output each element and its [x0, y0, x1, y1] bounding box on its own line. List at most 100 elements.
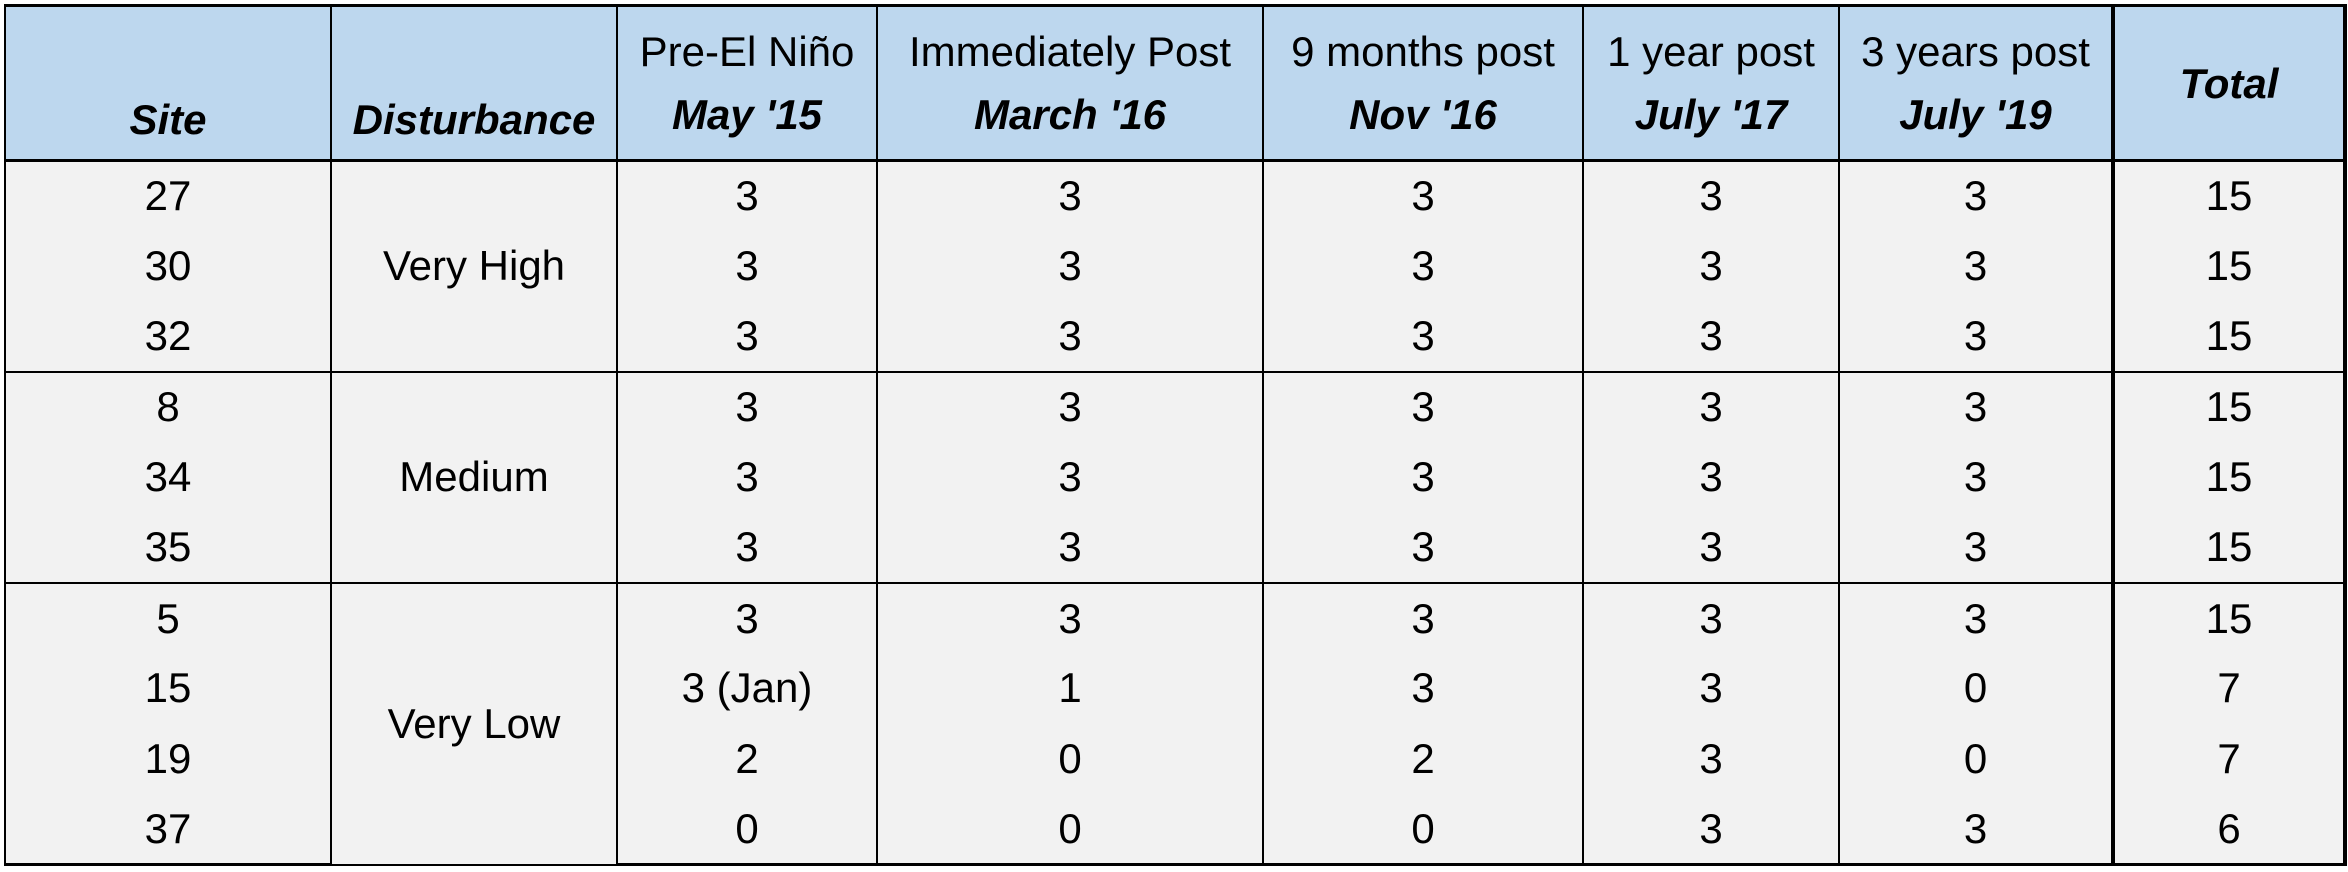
total-cell: 15: [2111, 230, 2347, 302]
value-cell: 3: [876, 581, 1264, 654]
site-cell: 35: [4, 512, 332, 583]
value-cell: 3: [1582, 301, 1840, 372]
value-cell: 3: [1262, 230, 1584, 302]
value-cell: 3: [1582, 794, 1840, 867]
value-cell: 3: [1838, 581, 2114, 654]
site-cell: 32: [4, 301, 332, 372]
value-cell: 3: [1838, 442, 2114, 513]
total-cell: 15: [2111, 301, 2347, 372]
table-row: 30 3 3 3 3 3 15: [4, 230, 2347, 302]
value-cell: 3: [876, 442, 1264, 513]
total-cell: 7: [2111, 653, 2347, 724]
value-cell: 0: [1262, 794, 1584, 867]
table-row: 19 2 0 2 3 0 7: [4, 723, 2347, 795]
header-period-3: 9 months post Nov '16: [1262, 4, 1584, 162]
disturbance-cell: Medium: [330, 370, 618, 584]
header-period-3-date: Nov '16: [1349, 91, 1497, 138]
value-cell: 3: [1582, 370, 1840, 443]
value-cell: 3: [1838, 301, 2114, 372]
value-cell: 3: [1582, 230, 1840, 302]
value-cell: 3: [616, 442, 878, 513]
value-cell: 0: [876, 723, 1264, 795]
value-cell: 3: [1262, 442, 1584, 513]
table-row: 37 0 0 0 3 3 6: [4, 794, 2347, 867]
header-period-4-label: 1 year post: [1607, 28, 1815, 75]
header-period-3-label: 9 months post: [1291, 28, 1555, 75]
value-cell: 0: [1838, 723, 2114, 795]
value-cell: 3: [616, 512, 878, 583]
table-row: 34 3 3 3 3 3 15: [4, 442, 2347, 513]
header-period-2: Immediately Post March '16: [876, 4, 1264, 162]
value-cell: 3: [1838, 794, 2114, 867]
header-disturbance: Disturbance: [330, 4, 618, 162]
value-cell: 2: [1262, 723, 1584, 795]
header-period-4: 1 year post July '17: [1582, 4, 1840, 162]
disturbance-cell: Very Low: [330, 581, 618, 866]
table-row: 32 3 3 3 3 3 15: [4, 301, 2347, 372]
value-cell: 3: [876, 512, 1264, 583]
site-cell: 8: [4, 370, 332, 443]
value-cell: 3: [1838, 512, 2114, 583]
total-cell: 7: [2111, 723, 2347, 795]
value-cell: 3: [1582, 653, 1840, 724]
value-cell: 3: [1262, 159, 1584, 231]
value-cell: 3: [1582, 581, 1840, 654]
header-period-1-label: Pre-El Niño: [639, 28, 855, 75]
site-cell: 34: [4, 442, 332, 513]
value-cell: 3: [1262, 370, 1584, 443]
value-cell: 3: [876, 230, 1264, 302]
value-cell: 3: [616, 581, 878, 654]
table-row: 5 Very Low 3 3 3 3 3 15: [4, 581, 2347, 866]
value-cell: 3: [616, 301, 878, 372]
value-cell: 3: [1582, 512, 1840, 583]
site-cell: 37: [4, 794, 332, 867]
site-cell: 5: [4, 581, 332, 654]
value-cell: 1: [876, 653, 1264, 724]
value-cell: 3: [616, 370, 878, 443]
value-cell: 3: [616, 230, 878, 302]
table-row: 35 3 3 3 3 3 15: [4, 512, 2347, 583]
value-cell: 3: [1262, 581, 1584, 654]
value-cell: 3: [1582, 442, 1840, 513]
site-cell: 30: [4, 230, 332, 302]
table-row: 15 3 (Jan) 1 3 3 0 7: [4, 653, 2347, 724]
value-cell: 3: [1838, 159, 2114, 231]
header-period-4-date: July '17: [1634, 91, 1788, 138]
value-cell: 3: [1262, 653, 1584, 724]
value-cell: 3: [1582, 159, 1840, 231]
value-cell: 3: [876, 370, 1264, 443]
header-total: Total: [2111, 4, 2347, 162]
header-period-5: 3 years post July '19: [1838, 4, 2114, 162]
value-cell: 3: [1262, 301, 1584, 372]
site-cell: 19: [4, 723, 332, 795]
sampling-table: Site Disturbance Pre-El Niño May '15 Imm…: [4, 4, 2347, 867]
value-cell: 0: [616, 794, 878, 867]
header-period-1-date: May '15: [671, 91, 823, 138]
value-cell: 3: [1838, 230, 2114, 302]
site-cell: 27: [4, 159, 332, 231]
total-cell: 6: [2111, 794, 2347, 867]
total-cell: 15: [2111, 581, 2347, 654]
header-period-2-label: Immediately Post: [908, 28, 1232, 75]
header-period-2-date: March '16: [973, 91, 1167, 138]
value-cell: 3: [616, 159, 878, 231]
total-cell: 15: [2111, 442, 2347, 513]
value-cell: 3 (Jan): [616, 653, 878, 724]
table-row: 8 Medium 3 3 3 3 3 15: [4, 370, 2347, 584]
value-cell: 3: [876, 301, 1264, 372]
value-cell: 3: [1582, 723, 1840, 795]
table-row: 27 Very High 3 3 3 3 3 15: [4, 159, 2347, 373]
value-cell: 3: [1262, 512, 1584, 583]
value-cell: 0: [876, 794, 1264, 867]
header-period-1: Pre-El Niño May '15: [616, 4, 878, 162]
total-cell: 15: [2111, 370, 2347, 443]
header-site: Site: [4, 4, 332, 162]
header-period-5-label: 3 years post: [1861, 28, 2090, 75]
total-cell: 15: [2111, 159, 2347, 231]
value-cell: 0: [1838, 653, 2114, 724]
header-row: Site Disturbance Pre-El Niño May '15 Imm…: [4, 4, 2347, 162]
total-cell: 15: [2111, 512, 2347, 583]
value-cell: 3: [876, 159, 1264, 231]
header-period-5-date: July '19: [1899, 91, 2052, 138]
